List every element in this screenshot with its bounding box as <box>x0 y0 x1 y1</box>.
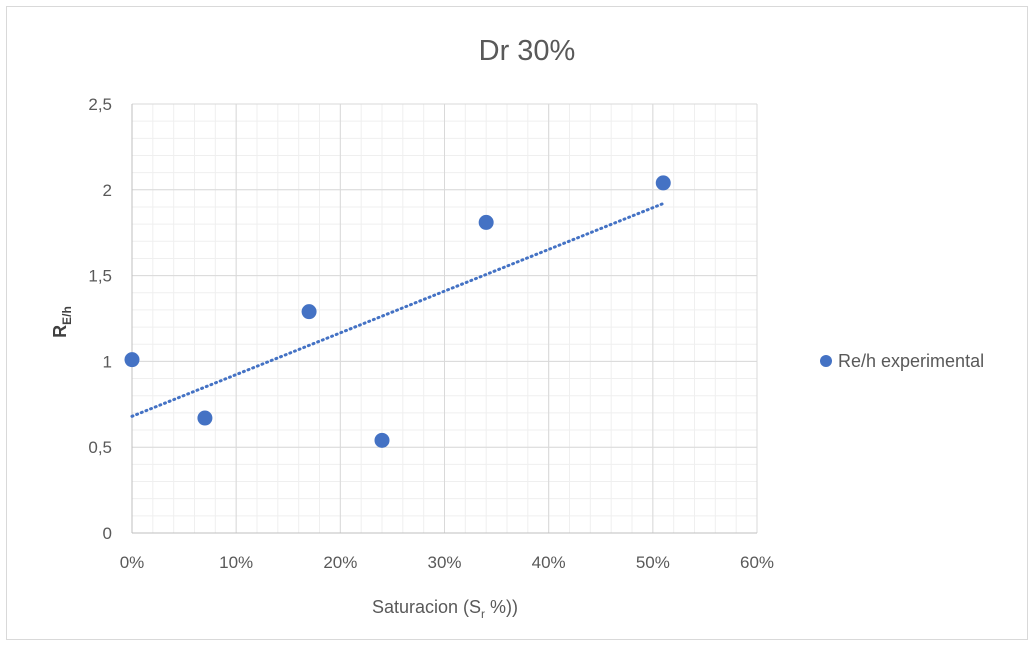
x-tick-label: 20% <box>323 553 357 572</box>
data-point <box>374 432 390 448</box>
major-gridlines <box>131 103 758 534</box>
trendline <box>130 202 665 418</box>
x-tick-labels: 0% 10% 20% 30% 40% 50% 60% <box>120 553 774 572</box>
data-point <box>478 214 494 230</box>
data-point <box>197 410 213 426</box>
x-axis-title: Saturacion (Sr %)) <box>372 597 518 621</box>
x-tick-label: 0% <box>120 553 145 572</box>
y-tick-label: 1 <box>103 352 112 371</box>
x-tick-label: 30% <box>427 553 461 572</box>
data-points <box>124 175 671 448</box>
legend: Re/h experimental <box>820 351 984 371</box>
trendline-group <box>130 202 665 418</box>
axes <box>131 104 757 534</box>
y-tick-label: 1,5 <box>88 267 112 286</box>
x-tick-label: 60% <box>740 553 774 572</box>
data-point <box>655 175 671 191</box>
legend-label: Re/h experimental <box>838 351 984 371</box>
legend-marker <box>820 355 832 367</box>
y-axis-title-sub: E/h <box>60 306 74 325</box>
y-axis-title-main: R <box>50 325 70 338</box>
y-tick-labels: 0 0,5 1 1,5 2 2,5 <box>88 95 112 543</box>
x-axis-title-tail: %)) <box>485 597 518 617</box>
y-axis-title: RE/h <box>50 306 74 338</box>
x-axis-title-sub: r <box>481 607 485 621</box>
y-tick-label: 0 <box>103 524 112 543</box>
chart-title: Dr 30% <box>479 35 576 67</box>
y-tick-label: 0,5 <box>88 438 112 457</box>
y-tick-label: 2,5 <box>88 95 112 114</box>
x-tick-label: 50% <box>636 553 670 572</box>
x-tick-label: 40% <box>532 553 566 572</box>
data-point <box>301 304 317 320</box>
x-tick-label: 10% <box>219 553 253 572</box>
chart-area <box>6 6 1028 640</box>
x-axis-title-main: Saturacion (S <box>372 597 481 617</box>
data-point <box>124 352 140 368</box>
y-tick-label: 2 <box>103 181 112 200</box>
